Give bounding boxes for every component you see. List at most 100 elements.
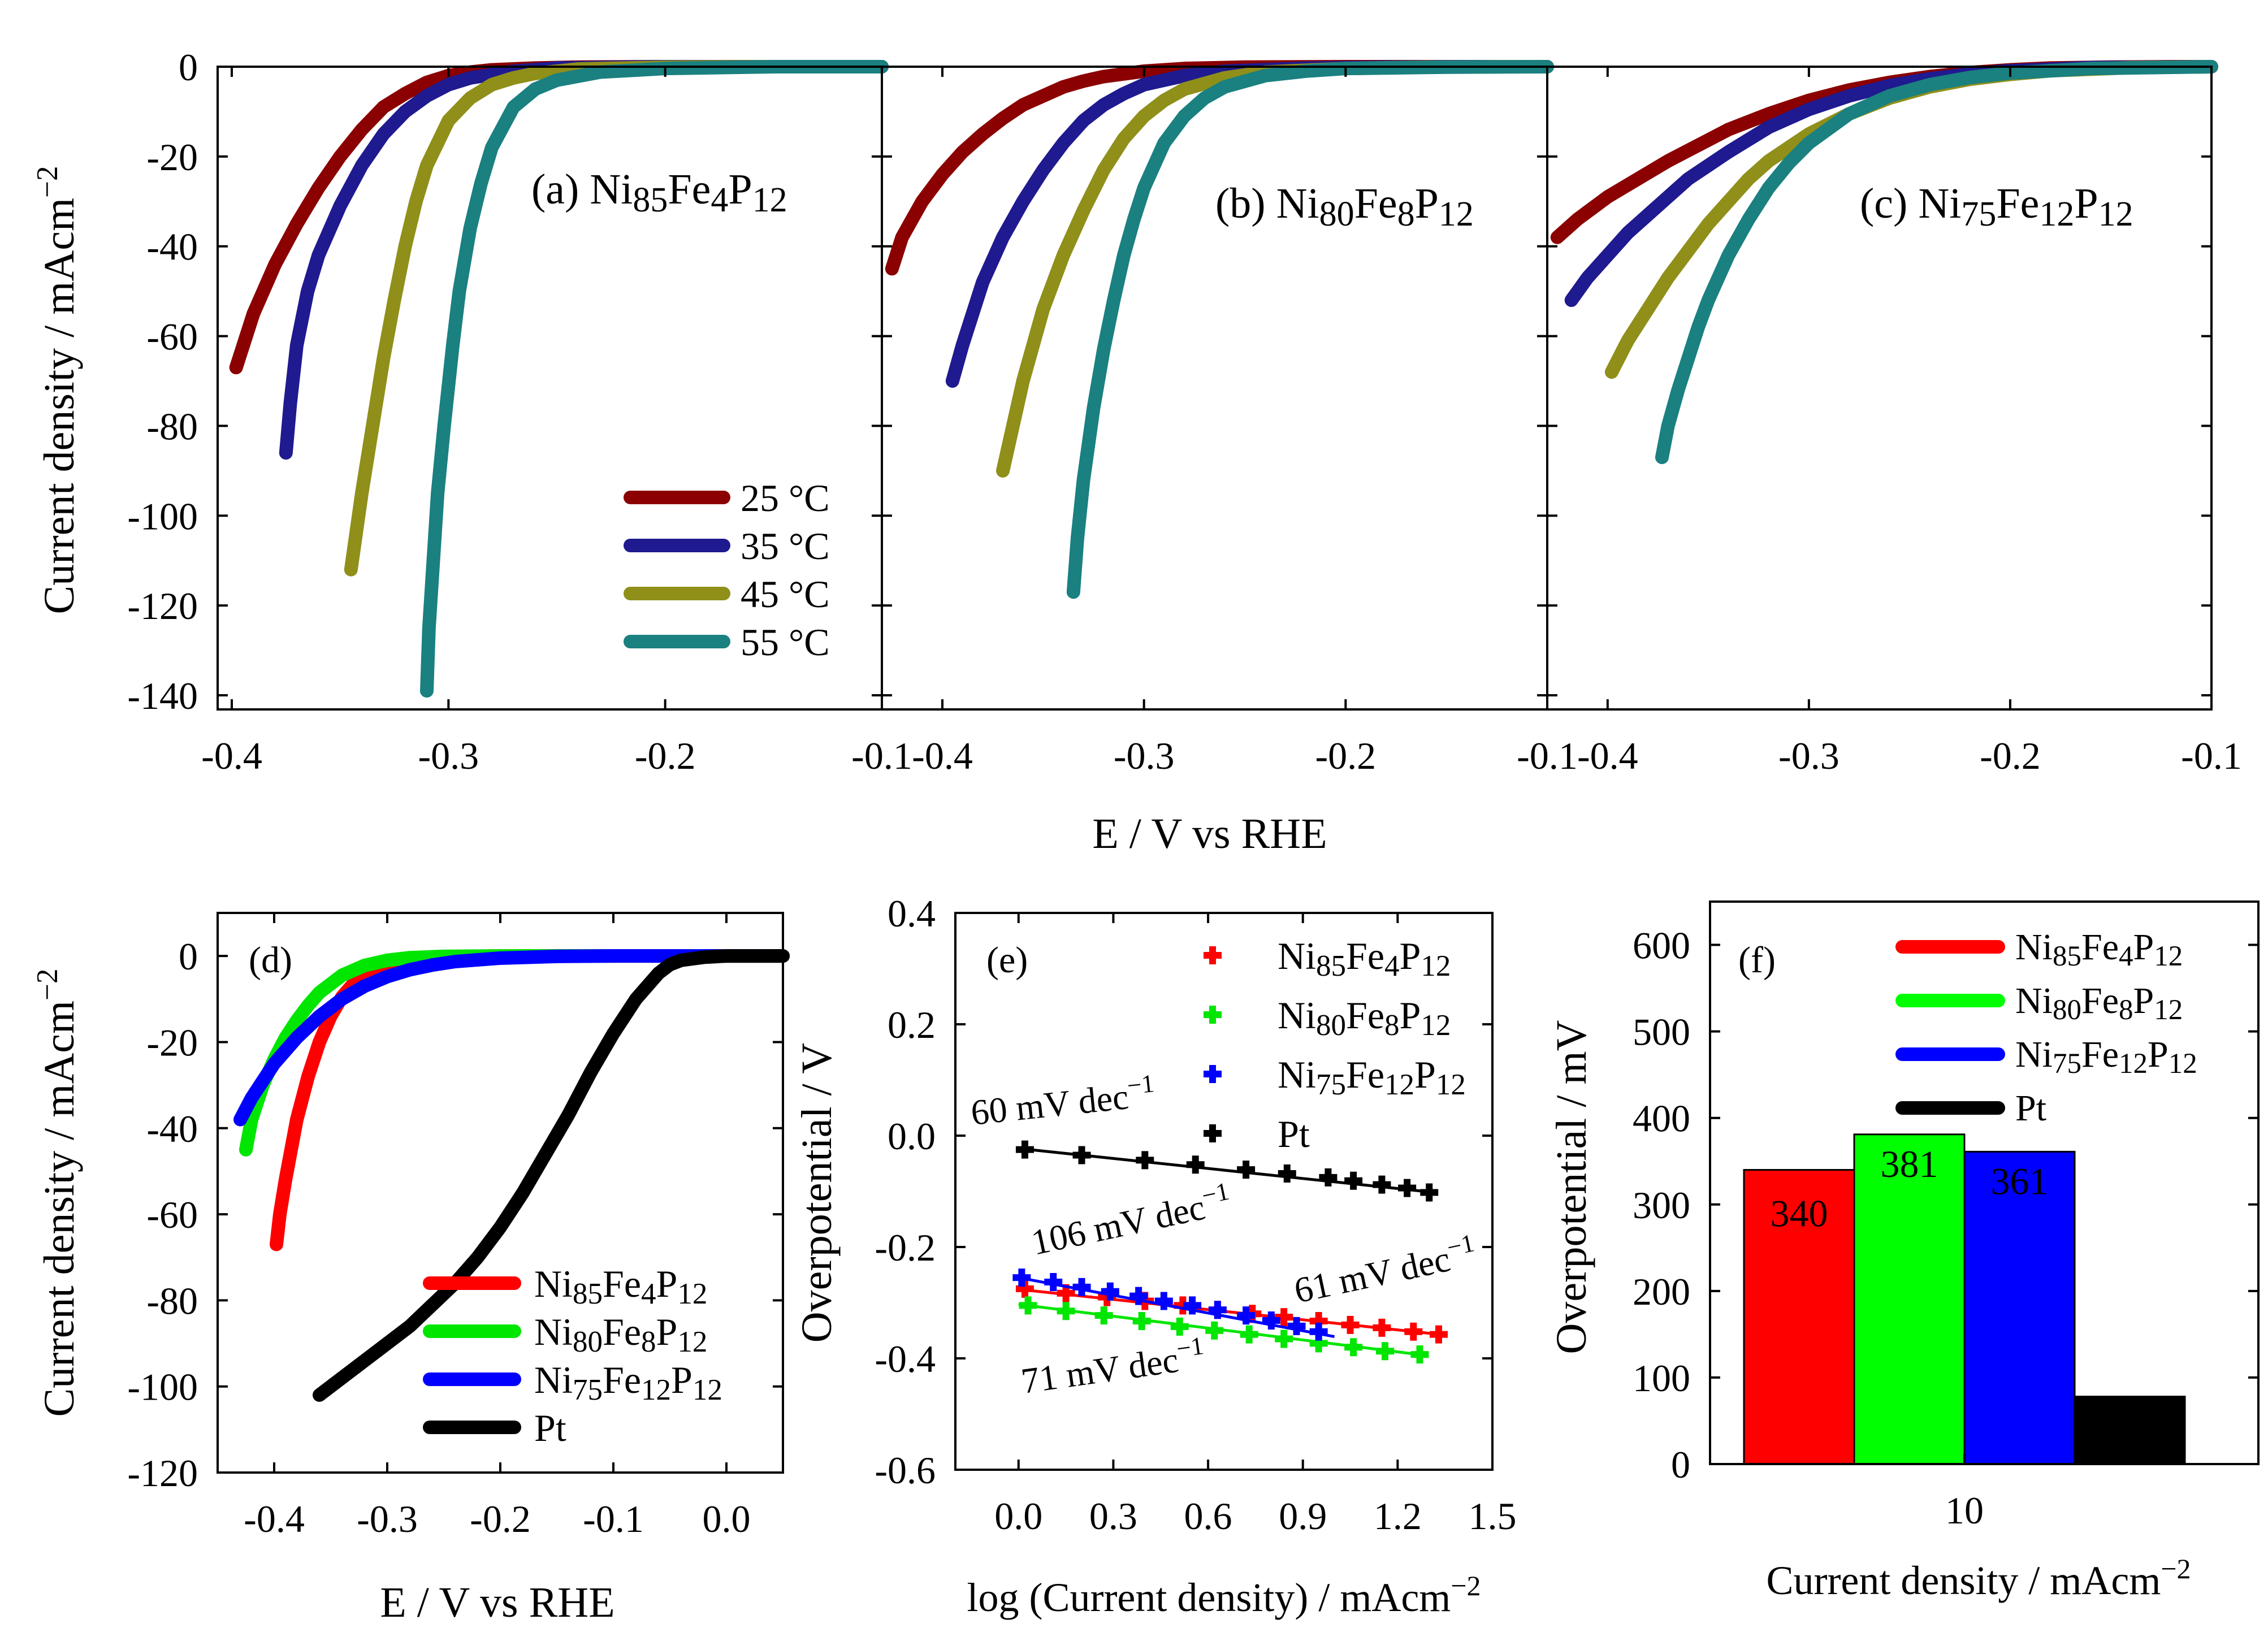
top-y-axis-title: Current density / mAcm−2 [31, 166, 83, 614]
legend-marker-e-1 [1204, 1006, 1222, 1024]
panel-d: -0.4 -0.3 -0.2 -0.1 0.0 0 -20 -40 -60 -80 -100 -120… [31, 912, 790, 1626]
formula-subscript: 12 [1439, 195, 1474, 233]
formula-subscript: 12 [1436, 1068, 1466, 1101]
data-point-e-3 [1278, 1164, 1296, 1183]
formula-subscript: 4 [1384, 950, 1400, 982]
data-point-e-0 [1174, 1296, 1192, 1315]
series-line-a-3 [420, 60, 889, 698]
formula-element: Pt [2015, 1088, 2046, 1129]
data-point-e-3 [1373, 1175, 1391, 1194]
formula-element: Ni [534, 1310, 573, 1353]
data-point-e-2 [1183, 1296, 1202, 1315]
legend-label-2: 45 °C [741, 573, 830, 616]
data-point-e-1 [1057, 1302, 1075, 1320]
panel-e-ytick-label: 0.4 [888, 892, 936, 935]
panel-e-xtick-label: 0.3 [1089, 1495, 1137, 1538]
formula-element: P [656, 1262, 678, 1305]
formula-subscript: 12 [752, 181, 787, 219]
data-point-e-0 [1430, 1325, 1448, 1344]
formula-element: Ni [534, 1262, 573, 1305]
formula-subscript: 12 [2154, 941, 2183, 972]
panel-e-xtick-label: 1.2 [1374, 1495, 1422, 1538]
data-point-e-3 [1319, 1168, 1338, 1187]
formula-subscript: 12 [692, 1374, 722, 1406]
data-point-e-2 [1208, 1301, 1227, 1319]
panel-a-ytick-label: -40 [146, 226, 198, 269]
slope-annotation-e-2: 106 mV dec−1 [1027, 1177, 1235, 1263]
formula-element: Pt [1278, 1112, 1310, 1155]
data-point-e-0 [1275, 1308, 1293, 1327]
legend-marker-e-0 [1204, 946, 1222, 964]
panel-c-xtick-label: -0.1 [2181, 734, 2242, 777]
data-point-e-1 [1309, 1334, 1328, 1353]
series-line-d-1 [239, 949, 790, 1157]
series-line-d-2 [233, 949, 790, 1127]
panel-c-xtick-label: -0.2 [1980, 734, 2041, 777]
panel-e-ytick-label: -0.6 [875, 1449, 936, 1492]
formula-element: Fe [1354, 180, 1397, 227]
data-point-e-0 [1341, 1315, 1360, 1334]
data-point-e-0 [1057, 1284, 1075, 1302]
formula-element: P [671, 1358, 692, 1401]
panel-f-ytick-label: 100 [1633, 1357, 1690, 1400]
bar-value-label-f-0: 340 [1771, 1192, 1828, 1235]
panel-e-ytick-label: 0.0 [888, 1115, 936, 1158]
data-point-e-3 [1237, 1161, 1256, 1179]
panel-label-f: (f) [1738, 939, 1776, 981]
panel-f-x-axis-title: Current density / mAcm−2 [1766, 1553, 2191, 1603]
formula-subscript: 12 [677, 1326, 707, 1358]
panel-d-x-axis-title: E / V vs RHE [380, 1579, 614, 1626]
panel-letter: (c) [1860, 180, 1918, 227]
slope-annotation-e-2-superscript: −1 [1199, 1177, 1231, 1210]
panel-e-xtick-label: 0.0 [994, 1495, 1042, 1538]
formula-element: P [1400, 994, 1421, 1037]
panel-label-c: (c) Ni75Fe12P12 [1860, 180, 2133, 233]
formula-element: Ni [2015, 926, 2053, 968]
data-point-e-3 [1398, 1179, 1417, 1197]
series-line-c-3 [1655, 60, 2218, 465]
legend-label-f-1: Ni80Fe8P12 [2015, 980, 2183, 1026]
panel-d-ytick-label: -80 [146, 1279, 198, 1322]
slope-annotation-e-0-main: 61 mV dec [1291, 1239, 1453, 1311]
formula-subscript: 80 [1316, 1009, 1346, 1042]
data-point-e-0 [1309, 1312, 1328, 1331]
panel-e-x-axis-title: log (Current density) / mAcm−2 [967, 1570, 1481, 1620]
formula-subscript: 4 [711, 181, 728, 219]
formula-subscript: 80 [573, 1326, 603, 1358]
panel-f-frame [1709, 900, 2260, 1465]
panel-label-a: (a) Ni85Fe4P12 [531, 166, 787, 219]
panel-b-xtick-label: -0.2 [1315, 734, 1377, 777]
panel-b-frame [881, 66, 1548, 711]
formula-element: Fe [603, 1310, 641, 1353]
formula-element: Ni [2015, 980, 2053, 1021]
formula-element: P [1414, 1053, 1436, 1096]
data-point-e-1 [1132, 1312, 1151, 1331]
panel-e-frame [954, 912, 1494, 1471]
panel-a-ytick-label: -100 [127, 495, 198, 538]
data-point-e-0 [1373, 1318, 1391, 1337]
data-point-e-2 [1154, 1292, 1173, 1310]
panel-d-xtick-label: -0.3 [357, 1497, 418, 1540]
slope-annotation-e-0: 61 mV dec−1 [1289, 1228, 1480, 1310]
formula-subscript: 8 [1397, 195, 1415, 233]
bar-f-0 [1743, 1169, 1855, 1465]
panel-a-xtick-label: -0.3 [418, 734, 479, 777]
formula-subscript: 8 [1384, 1009, 1400, 1042]
data-point-e-3 [1344, 1171, 1363, 1190]
data-point-e-2 [1287, 1317, 1306, 1335]
legend-label-e-3: Pt [1278, 1112, 1310, 1155]
panel-e-xtick-label: 0.9 [1279, 1495, 1327, 1538]
legend-marker-e-3 [1204, 1124, 1222, 1142]
panel-a-ytick-label: -60 [146, 315, 198, 358]
data-point-e-3 [1136, 1151, 1154, 1170]
data-point-e-1 [1205, 1321, 1224, 1340]
panel-d-ytick-label: -60 [146, 1193, 198, 1236]
panel-d-xtick-label: -0.4 [244, 1497, 305, 1540]
bar-f-2 [1963, 1150, 2076, 1465]
panel-a-xtick-label: -0.2 [635, 734, 696, 777]
panel-d-xtick-label: 0.0 [703, 1497, 751, 1540]
panel-e-ytick-label: -0.4 [875, 1337, 936, 1380]
formula-element: Pt [534, 1406, 566, 1449]
formula-subscript: 12 [2169, 1048, 2197, 1080]
slope-annotation-e-1-superscript: −1 [1175, 1331, 1205, 1363]
